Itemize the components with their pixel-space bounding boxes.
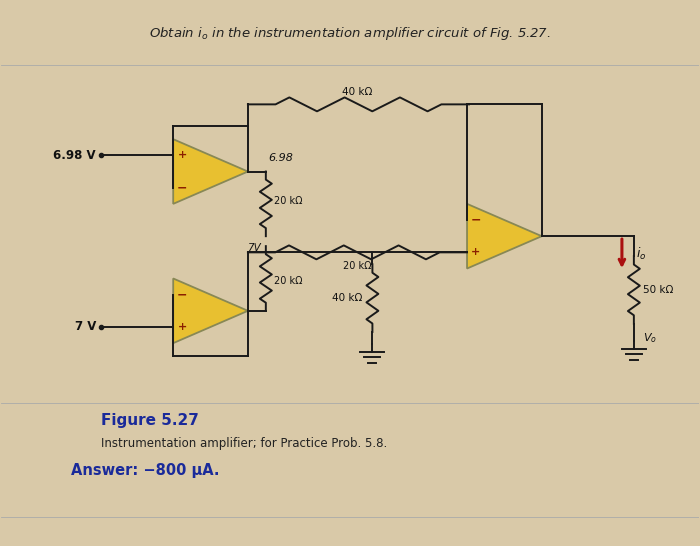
Text: −: −: [177, 288, 188, 301]
Text: 20 kΩ: 20 kΩ: [274, 197, 302, 206]
Polygon shape: [467, 204, 542, 269]
Text: Figure 5.27: Figure 5.27: [101, 413, 199, 428]
Polygon shape: [173, 278, 248, 343]
Text: 40 kΩ: 40 kΩ: [332, 293, 363, 303]
Text: 7 V: 7 V: [75, 321, 96, 334]
Text: 20 kΩ: 20 kΩ: [274, 276, 302, 286]
Text: Answer: −800 μA.: Answer: −800 μA.: [71, 463, 220, 478]
Text: 20 kΩ: 20 kΩ: [343, 262, 372, 271]
Text: +: +: [178, 322, 187, 332]
Text: 50 kΩ: 50 kΩ: [643, 285, 673, 295]
Polygon shape: [173, 139, 248, 204]
Text: −: −: [470, 213, 481, 227]
Text: 6.98 V: 6.98 V: [53, 149, 96, 162]
Text: +: +: [471, 247, 481, 257]
Text: $V_o$: $V_o$: [643, 331, 657, 345]
Text: 40 kΩ: 40 kΩ: [342, 87, 372, 97]
Text: +: +: [178, 150, 187, 161]
Text: −: −: [177, 181, 188, 194]
Text: Instrumentation amplifier; for Practice Prob. 5.8.: Instrumentation amplifier; for Practice …: [101, 437, 387, 450]
Text: 6.98: 6.98: [268, 152, 293, 163]
Text: Obtain $i_o$ in the instrumentation amplifier circuit of Fig. 5.27.: Obtain $i_o$ in the instrumentation ampl…: [149, 25, 551, 42]
Text: 7V: 7V: [247, 243, 261, 253]
Text: $i_o$: $i_o$: [636, 246, 646, 262]
